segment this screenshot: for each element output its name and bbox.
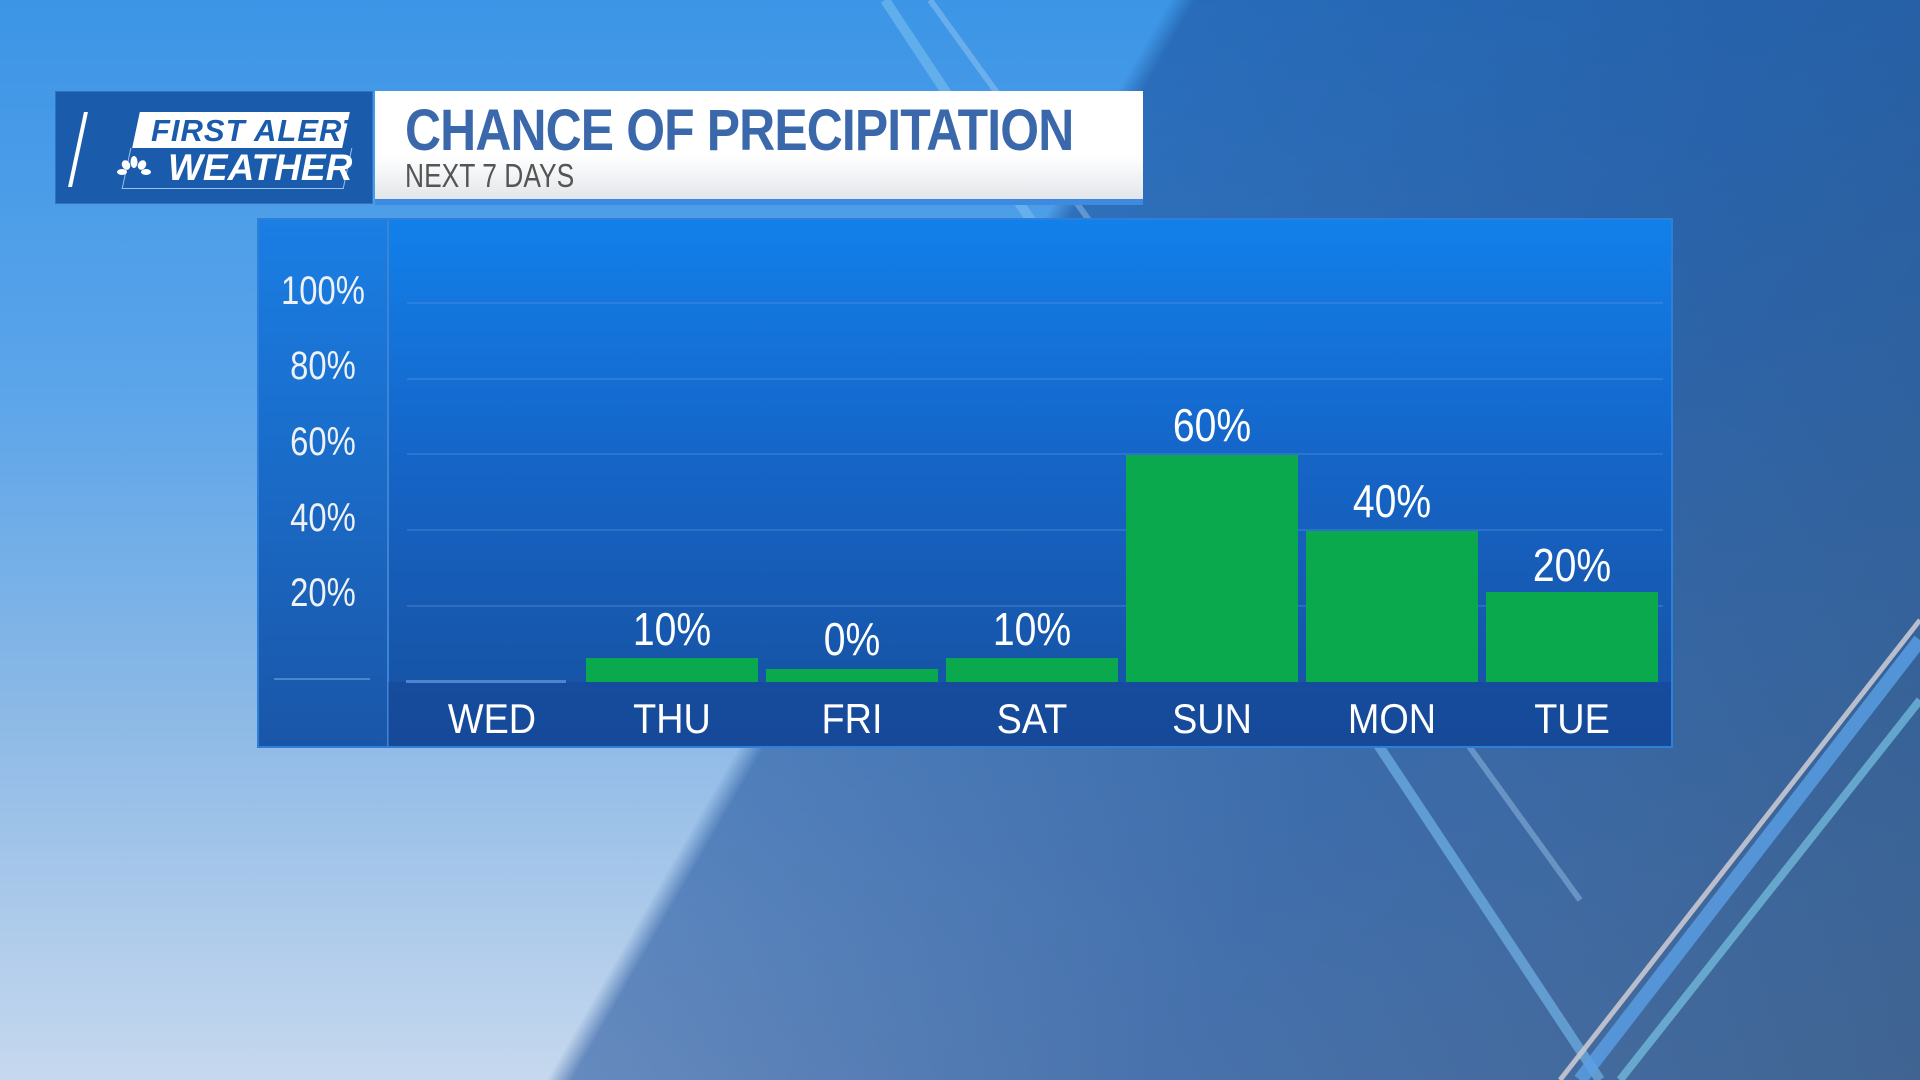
page-subtitle: NEXT 7 DAYS: [405, 157, 575, 194]
y-axis-baseline: [274, 678, 370, 680]
gridline: [407, 453, 1663, 455]
day-label: TUE: [1534, 695, 1610, 742]
y-tick-label: 20%: [290, 571, 356, 615]
value-label: 10%: [632, 603, 712, 655]
y-tick-label: 40%: [290, 496, 356, 540]
day-label: SUN: [1172, 695, 1252, 742]
peacock-icon: [117, 156, 151, 175]
day-label: THU: [633, 695, 711, 742]
gridline: [407, 605, 1663, 607]
logo-line-2: WEATHER: [168, 147, 353, 188]
gridline: [407, 302, 1663, 304]
value-label: 0%: [823, 613, 881, 665]
x-axis-band: [388, 682, 1671, 746]
y-axis: 100% 80% 60% 40% 20%: [259, 220, 389, 746]
bar-sat: [946, 658, 1118, 682]
logo-stripe: [68, 112, 88, 187]
day-label: WED: [447, 695, 537, 742]
value-label: 20%: [1532, 539, 1612, 591]
day-label: SAT: [996, 695, 1068, 742]
value-label: 40%: [1352, 475, 1432, 527]
bar-sun: [1126, 455, 1298, 682]
y-tick-label: 60%: [290, 420, 356, 464]
value-label: 10%: [992, 603, 1072, 655]
title-box: CHANCE OF PRECIPITATION NEXT 7 DAYS: [375, 91, 1143, 199]
bar-mon: [1306, 531, 1478, 682]
chart-panel: 100% 80% 60% 40% 20% WED 10% THU 0% FRI …: [257, 218, 1673, 748]
gridline: [407, 378, 1663, 380]
first-alert-weather-logo: FIRST ALERT WEATHER: [55, 91, 373, 204]
logo-line-1: FIRST ALERT: [151, 113, 362, 148]
bar-fri: [766, 669, 938, 682]
day-label: MON: [1347, 695, 1437, 742]
y-tick-label: 80%: [290, 344, 356, 388]
bar-thu: [586, 658, 758, 682]
value-label: 60%: [1172, 399, 1252, 451]
gridline: [407, 529, 1663, 531]
y-tick-label: 100%: [281, 269, 365, 313]
bar-tue: [1486, 592, 1658, 682]
day-label: FRI: [821, 695, 883, 742]
title-underline: [375, 199, 1143, 205]
bar-baseline-wed: [406, 680, 566, 683]
page-title: CHANCE OF PRECIPITATION: [405, 98, 1074, 163]
